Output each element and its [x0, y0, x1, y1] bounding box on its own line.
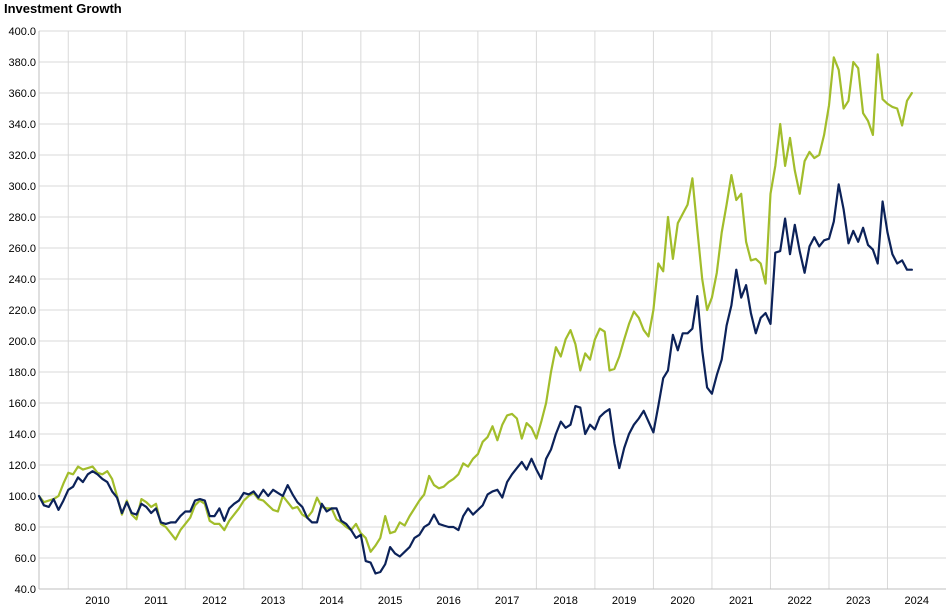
y-tick-label: 140.0: [8, 429, 36, 441]
x-tick-label: 2013: [261, 595, 285, 607]
x-tick-label: 2021: [729, 595, 753, 607]
x-tick-label: 2024: [904, 595, 928, 607]
x-tick-label: 2020: [670, 595, 694, 607]
y-tick-label: 320.0: [8, 150, 36, 162]
y-tick-label: 200.0: [8, 336, 36, 348]
y-tick-label: 240.0: [8, 274, 36, 286]
y-tick-label: 80.0: [15, 522, 36, 534]
y-tick-label: 360.0: [8, 88, 36, 100]
chart-title: Investment Growth: [4, 1, 122, 16]
series-line-2: [37, 183, 913, 575]
x-tick-label: 2016: [436, 595, 460, 607]
x-tick-label: 2019: [612, 595, 636, 607]
y-tick-label: 60.0: [15, 553, 36, 565]
x-tick-label: 2014: [319, 595, 343, 607]
y-tick-label: 180.0: [8, 367, 36, 379]
y-tick-label: 340.0: [8, 119, 36, 131]
x-tick-label: 2018: [553, 595, 577, 607]
y-tick-label: 220.0: [8, 305, 36, 317]
x-tick-label: 2011: [144, 595, 168, 607]
x-tick-label: 2010: [85, 595, 109, 607]
y-tick-label: 260.0: [8, 243, 36, 255]
y-tick-label: 300.0: [8, 181, 36, 193]
x-tick-label: 2022: [787, 595, 811, 607]
label-layer: 40.0 60.0 80.0 100.0 120.0 140.0 160.0 180.0 200…: [8, 26, 929, 607]
y-tick-label: 280.0: [8, 212, 36, 224]
y-tick-label: 100.0: [8, 491, 36, 503]
series-line-1: [37, 53, 913, 553]
y-tick-label: 120.0: [8, 460, 36, 472]
y-tick-label: 40.0: [15, 584, 36, 596]
x-tick-label: 2015: [378, 595, 402, 607]
series-layer: [37, 53, 913, 575]
x-tick-label: 2012: [202, 595, 226, 607]
x-tick-label: 2023: [846, 595, 870, 607]
x-tick-label: 2017: [495, 595, 519, 607]
grid-layer: [39, 30, 946, 590]
y-tick-label: 380.0: [8, 57, 36, 69]
y-tick-label: 400.0: [8, 26, 36, 38]
y-tick-label: 160.0: [8, 398, 36, 410]
